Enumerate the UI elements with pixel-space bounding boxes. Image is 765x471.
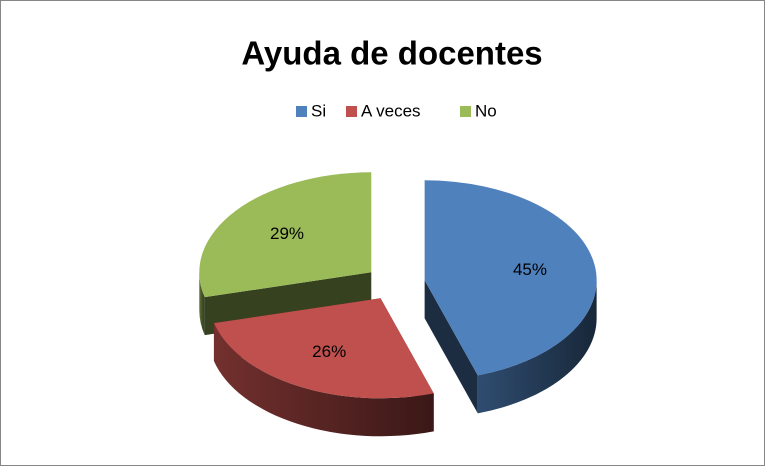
- chart-title: Ayuda de docentes: [241, 35, 542, 72]
- data-label: 45%: [513, 260, 547, 279]
- slice-side: [424, 280, 478, 414]
- data-label: 29%: [270, 224, 304, 243]
- slice-wall: [199, 272, 205, 336]
- slice-wall: [477, 280, 597, 414]
- legend-label: Si: [311, 101, 326, 120]
- legend-swatch: [460, 106, 471, 117]
- pie-slice: [199, 172, 372, 298]
- legend-label: No: [475, 101, 497, 120]
- data-label: 26%: [312, 342, 346, 361]
- pie-slice: [213, 298, 434, 399]
- pie-slice: [424, 180, 597, 376]
- legend-label: A veces: [361, 101, 421, 120]
- legend-swatch: [346, 106, 357, 117]
- legend-swatch: [296, 106, 307, 117]
- slice-wall: [213, 323, 434, 437]
